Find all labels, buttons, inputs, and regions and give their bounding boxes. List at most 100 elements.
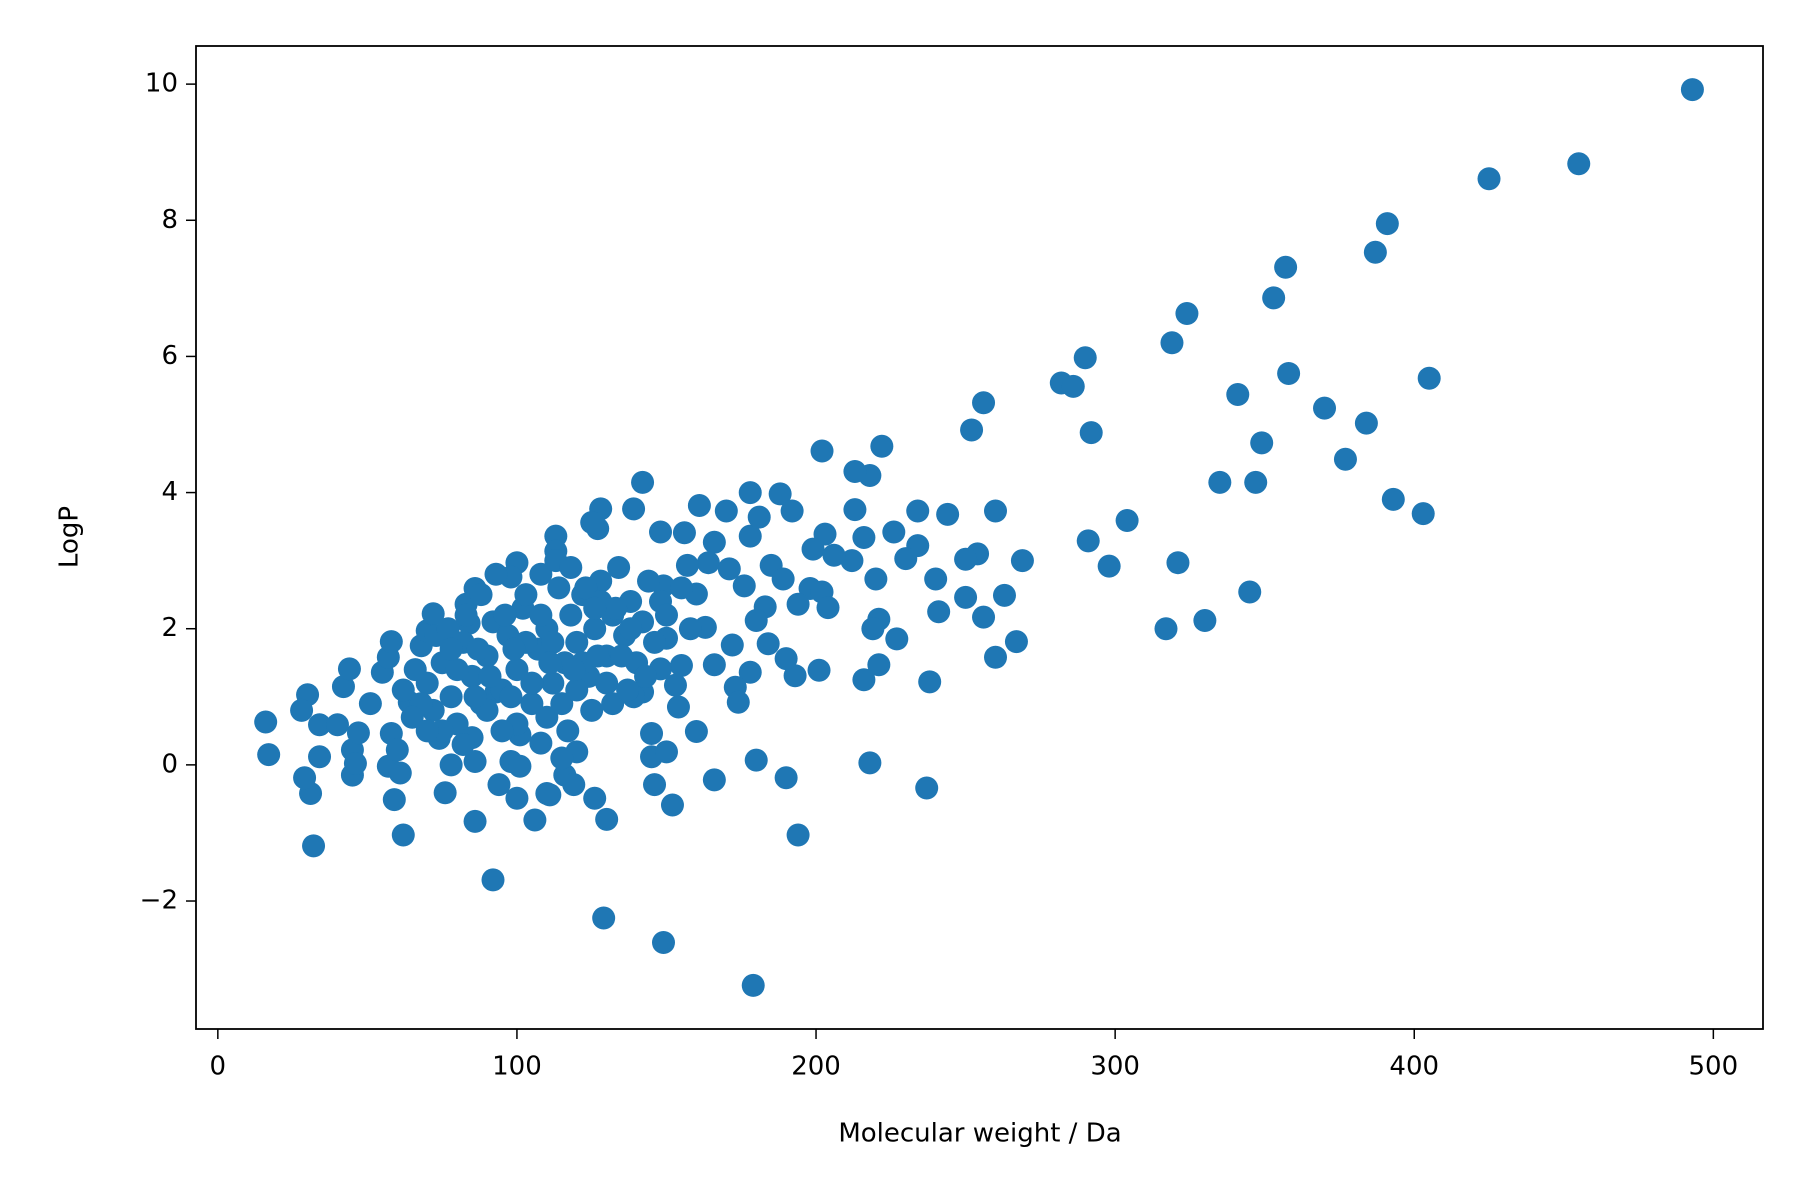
point bbox=[768, 482, 792, 506]
point bbox=[1411, 502, 1435, 526]
x-tick-label: 500 bbox=[1689, 1052, 1739, 1082]
y-tick-label: 10 bbox=[145, 69, 178, 99]
point bbox=[738, 524, 762, 548]
point bbox=[1238, 580, 1262, 604]
point bbox=[744, 609, 768, 633]
point bbox=[651, 931, 675, 955]
point bbox=[631, 470, 655, 494]
point bbox=[1680, 78, 1704, 102]
x-tick-label: 0 bbox=[210, 1052, 227, 1082]
point bbox=[541, 671, 565, 695]
point bbox=[463, 749, 487, 773]
point bbox=[529, 731, 553, 755]
point bbox=[732, 574, 756, 598]
point bbox=[574, 576, 598, 600]
point bbox=[562, 773, 586, 797]
point bbox=[1226, 383, 1250, 407]
point bbox=[1354, 411, 1378, 435]
x-axis-label: Molecular weight / Da bbox=[838, 1119, 1121, 1149]
point bbox=[936, 502, 960, 526]
point bbox=[843, 459, 867, 483]
point bbox=[1567, 152, 1591, 176]
point bbox=[463, 685, 487, 709]
point bbox=[816, 596, 840, 620]
plot-frame bbox=[195, 45, 1764, 1030]
point bbox=[1160, 331, 1184, 355]
point bbox=[924, 567, 948, 591]
point bbox=[382, 788, 406, 812]
point bbox=[702, 768, 726, 792]
point bbox=[562, 658, 586, 682]
point bbox=[885, 627, 909, 651]
y-tick-label: 4 bbox=[161, 477, 178, 507]
point bbox=[403, 658, 427, 682]
point bbox=[439, 753, 463, 777]
point bbox=[257, 743, 281, 767]
point bbox=[852, 668, 876, 692]
point bbox=[388, 761, 412, 785]
point bbox=[822, 543, 846, 567]
point bbox=[678, 617, 702, 641]
point bbox=[439, 637, 463, 661]
point bbox=[669, 576, 693, 600]
point bbox=[741, 973, 765, 997]
point bbox=[672, 521, 696, 545]
y-tick-label: −2 bbox=[140, 886, 178, 916]
x-tick-label: 200 bbox=[791, 1052, 841, 1082]
point bbox=[783, 664, 807, 688]
point bbox=[508, 754, 532, 778]
point bbox=[669, 653, 693, 677]
point bbox=[972, 605, 996, 629]
point bbox=[343, 752, 367, 776]
point bbox=[861, 617, 885, 641]
point bbox=[550, 746, 574, 770]
point bbox=[400, 705, 424, 729]
point bbox=[634, 664, 658, 688]
point bbox=[702, 653, 726, 677]
point bbox=[654, 740, 678, 764]
point bbox=[1208, 470, 1232, 494]
point bbox=[415, 719, 439, 743]
point bbox=[675, 553, 699, 577]
point bbox=[1076, 529, 1100, 553]
point bbox=[774, 647, 798, 671]
point bbox=[1079, 421, 1103, 445]
point bbox=[520, 692, 544, 716]
point bbox=[870, 434, 894, 458]
x-tick-label: 300 bbox=[1090, 1052, 1140, 1082]
point bbox=[915, 776, 939, 800]
point bbox=[1154, 617, 1178, 641]
point bbox=[484, 562, 508, 586]
point bbox=[1193, 609, 1217, 633]
point bbox=[1244, 470, 1268, 494]
point bbox=[654, 603, 678, 627]
point bbox=[1166, 551, 1190, 575]
point bbox=[738, 660, 762, 684]
point bbox=[1375, 212, 1399, 236]
point bbox=[559, 555, 583, 579]
point bbox=[984, 645, 1008, 669]
point bbox=[391, 678, 415, 702]
point bbox=[747, 505, 771, 529]
point bbox=[637, 569, 661, 593]
point bbox=[720, 633, 744, 657]
point bbox=[379, 630, 403, 654]
point bbox=[254, 710, 278, 734]
point bbox=[756, 632, 780, 656]
point bbox=[337, 657, 361, 681]
point bbox=[505, 786, 529, 810]
point bbox=[607, 555, 631, 579]
point bbox=[1313, 396, 1337, 420]
point bbox=[696, 551, 720, 575]
y-axis-label: LogP bbox=[55, 506, 85, 568]
point bbox=[972, 391, 996, 415]
point bbox=[702, 530, 726, 554]
point bbox=[331, 675, 355, 699]
point bbox=[595, 807, 619, 831]
point bbox=[1417, 366, 1441, 390]
point bbox=[454, 603, 478, 627]
point bbox=[556, 719, 580, 743]
point bbox=[666, 695, 690, 719]
point bbox=[580, 511, 604, 535]
point bbox=[514, 583, 538, 607]
